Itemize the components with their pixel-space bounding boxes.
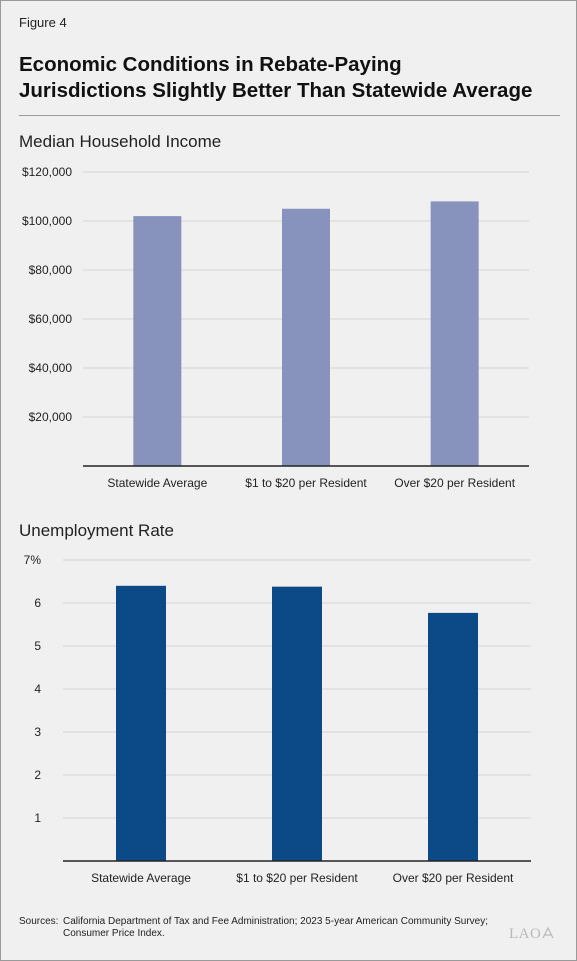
figure-title-line-1: Economic Conditions in Rebate-Paying: [19, 53, 402, 76]
figure-label: Figure 4: [19, 15, 67, 30]
income-ytick-label: $80,000: [29, 263, 73, 277]
sources-text: California Department of Tax and Fee Adm…: [63, 916, 489, 939]
unemployment-ytick-label: 7%: [24, 553, 42, 567]
income-category-label: Over $20 per Resident: [394, 476, 515, 490]
unemployment-ytick-label: 5: [34, 639, 41, 653]
unemployment-ytick-label: 1: [34, 811, 41, 825]
figure-title-line-2: Jurisdictions Slightly Better Than State…: [19, 79, 533, 102]
income-category-label: Statewide Average: [107, 476, 207, 490]
lao-logo: LAO: [509, 926, 554, 943]
unemployment-chart-title: Unemployment Rate: [19, 521, 174, 540]
unemployment-ytick-label: 6: [34, 596, 41, 610]
income-ytick-label: $120,000: [22, 165, 72, 179]
income-ytick-label: $100,000: [22, 214, 72, 228]
unemployment-ytick-label: 3: [34, 725, 41, 739]
unemployment-bar: [272, 586, 322, 861]
unemployment-category-label: Over $20 per Resident: [393, 871, 514, 885]
unemployment-bar: [428, 612, 478, 861]
sources-label: Sources:: [19, 916, 59, 927]
unemployment-ytick-label: 4: [34, 682, 41, 696]
unemployment-category-label: $1 to $20 per Resident: [236, 871, 358, 885]
unemployment-bar: [116, 585, 166, 861]
sources-note: Sources: California Department of Tax an…: [19, 916, 499, 940]
title-divider: [19, 115, 560, 116]
unemployment-ytick-label: 2: [34, 768, 41, 782]
income-category-label: $1 to $20 per Resident: [245, 476, 367, 490]
unemployment-category-label: Statewide Average: [91, 871, 191, 885]
income-ytick-label: $20,000: [29, 410, 73, 424]
income-bar: [133, 216, 182, 466]
income-ytick-label: $60,000: [29, 312, 73, 326]
lao-seal-icon: [542, 926, 554, 939]
income-chart-title: Median Household Income: [19, 132, 222, 151]
income-ytick-label: $40,000: [29, 361, 73, 375]
income-bar: [282, 208, 330, 466]
logo-text: LAO: [509, 926, 542, 942]
figure-title: Economic Conditions in Rebate-Paying Jur…: [19, 52, 571, 104]
income-bar-chart: $20,000 $40,000 $60,000 $80,000 $100,000 $120…: [22, 165, 529, 490]
income-bar: [430, 201, 479, 466]
unemployment-bar-chart: 1 2 3 4 5 6 7% Statewide Average $1 to $20 per R…: [24, 553, 531, 885]
